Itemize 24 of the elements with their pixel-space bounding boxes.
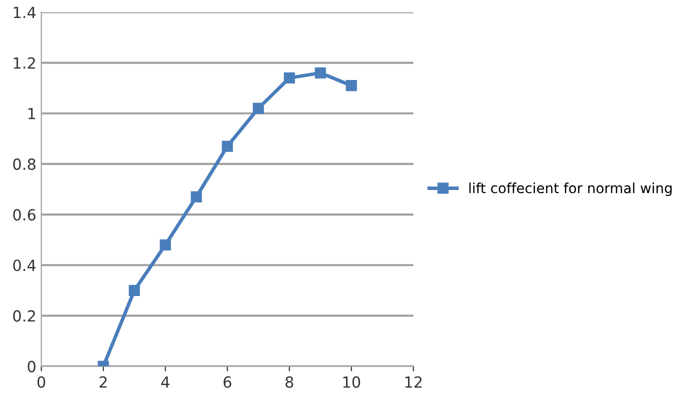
x-tick-label: 10 <box>343 376 360 388</box>
y-tick-label: 0 <box>28 360 36 372</box>
point <box>128 284 140 296</box>
point <box>222 140 233 152</box>
y-tick-label: 1.4 <box>14 6 36 18</box>
x-tick-label: 6 <box>224 376 232 388</box>
point <box>160 239 171 250</box>
point <box>190 191 202 202</box>
legend-label: lift coffecient for normal wing <box>469 182 672 196</box>
x-tick-label: 12 <box>405 376 422 388</box>
x-tick-label: 0 <box>37 376 46 388</box>
y-tick-label: 0.4 <box>13 260 36 272</box>
point <box>284 72 295 84</box>
y-tick-label: 0.6 <box>13 209 36 221</box>
y-tick-label: 0.2 <box>13 310 35 322</box>
x-tick-label: 2 <box>100 376 107 388</box>
x-tick-label: 8 <box>286 376 294 388</box>
point <box>252 102 264 114</box>
point <box>314 67 326 78</box>
y-tick-label: 1 <box>28 108 36 120</box>
x-tick-label: 4 <box>161 376 170 388</box>
y-tick-label: 1.2 <box>14 57 35 69</box>
y-tick-label: 0.8 <box>13 158 36 170</box>
point <box>346 80 357 92</box>
